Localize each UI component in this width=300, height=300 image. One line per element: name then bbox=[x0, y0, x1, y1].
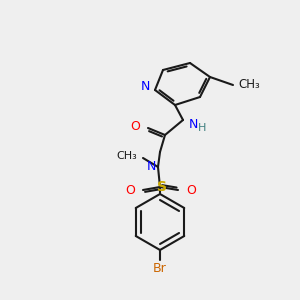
Text: Br: Br bbox=[153, 262, 167, 275]
Text: CH₃: CH₃ bbox=[238, 79, 260, 92]
Text: N: N bbox=[189, 118, 198, 130]
Text: N: N bbox=[141, 80, 150, 94]
Text: N: N bbox=[147, 160, 156, 172]
Text: S: S bbox=[157, 180, 167, 194]
Text: CH₃: CH₃ bbox=[116, 151, 137, 161]
Text: O: O bbox=[186, 184, 196, 196]
Text: O: O bbox=[130, 119, 140, 133]
Text: O: O bbox=[125, 184, 135, 196]
Text: H: H bbox=[198, 123, 206, 133]
